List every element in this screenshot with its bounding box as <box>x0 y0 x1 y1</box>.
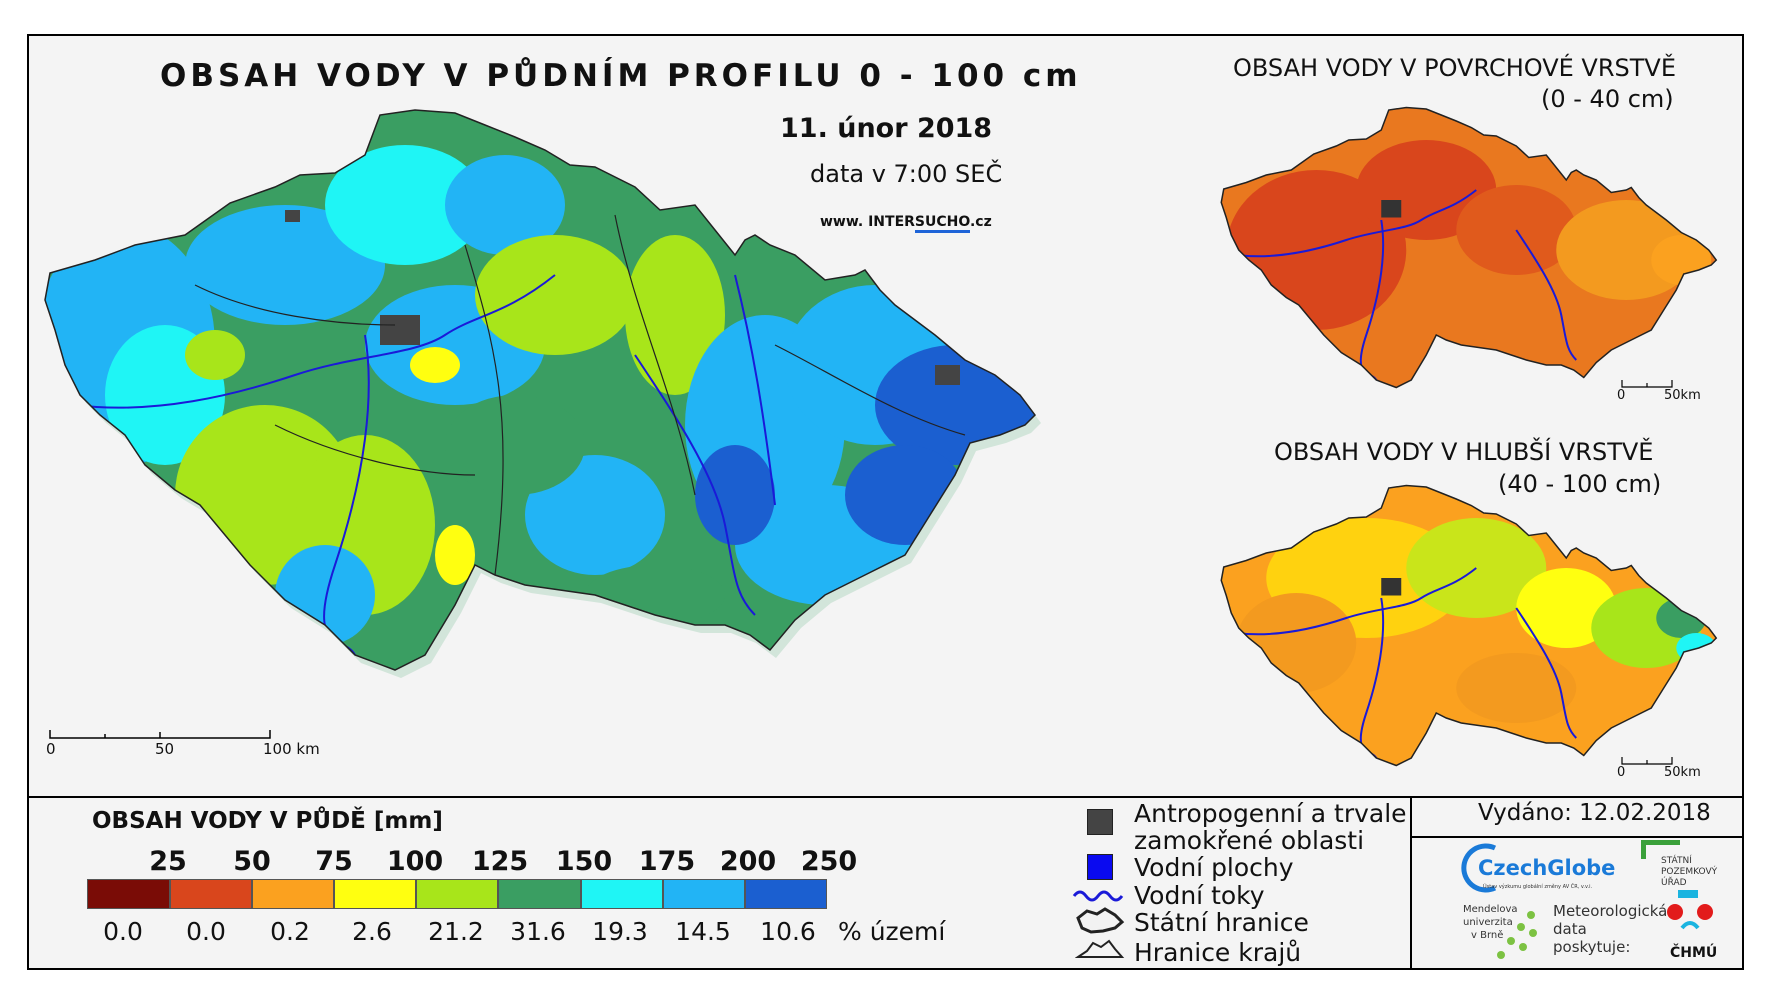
data-provider-line3: poskytuje: <box>1553 938 1631 956</box>
inset-deep-subtitle: (40 - 100 cm) <box>1498 470 1662 498</box>
legend-percent-7: 19.3 <box>592 917 648 946</box>
data-provider-line2: data <box>1553 920 1587 938</box>
legend-percent-unit: % území <box>838 917 946 946</box>
czechglobe-logo-text: CzechGlobe <box>1478 856 1616 880</box>
website-link[interactable]: www. INTERSUCHO.cz <box>820 214 992 233</box>
mendel-logo-icon <box>1497 911 1537 959</box>
key-state-border: Státní hranice <box>1134 908 1309 937</box>
inset-deep-scale-bar <box>1621 757 1673 765</box>
legend-break-100: 100 <box>386 846 444 877</box>
website-prefix: www. INTER <box>820 214 915 230</box>
main-soil-moisture-map <box>44 109 1041 678</box>
inset-surface-scale-0: 0 <box>1617 388 1626 403</box>
legend-percent-4: 2.6 <box>352 917 392 946</box>
mendel-logo-line1: Mendelova <box>1463 904 1518 915</box>
legend-swatch-1 <box>87 879 170 909</box>
key-rivers: Vodní toky <box>1134 881 1265 910</box>
website-suffix: .cz <box>969 214 992 230</box>
chmu-logo-icon <box>1667 890 1713 930</box>
inset-surface-map <box>1220 106 1718 389</box>
legend-percent-9: 10.6 <box>760 917 816 946</box>
main-scale-label-50: 50 <box>155 740 175 758</box>
issued-date: Vydáno: 12.02.2018 <box>1478 800 1711 826</box>
legend-break-75: 75 <box>315 846 353 877</box>
chmu-logo-text: ČHMÚ <box>1670 945 1718 961</box>
legend-break-150: 150 <box>555 846 613 877</box>
inset-deep-scale-50: 50km <box>1664 765 1701 780</box>
website-highlight: SUCHO <box>914 214 970 233</box>
key-anthropogenic-line1: Antropogenní a trvale <box>1134 799 1407 828</box>
czechglobe-logo-icon <box>1461 843 1497 893</box>
main-scale-label-0: 0 <box>46 740 56 758</box>
state-border-icon <box>1076 907 1125 934</box>
anthropogenic-area-swatch <box>1087 809 1113 835</box>
legend-percent-1: 0.0 <box>103 917 143 946</box>
key-water-bodies: Vodní plochy <box>1134 853 1294 882</box>
spu-logo-icon <box>1641 840 1680 859</box>
water-body-swatch <box>1087 854 1113 880</box>
legend-percent-8: 14.5 <box>675 917 731 946</box>
key-anthropogenic-line2: zamokřené oblasti <box>1134 826 1365 855</box>
legend-swatch-3 <box>252 879 334 909</box>
mendel-logo-line3: v Brně <box>1471 930 1504 941</box>
mendel-logo-line2: univerzita <box>1463 917 1513 928</box>
legend-title: OBSAH VODY V PŮDĚ [mm] <box>92 808 443 834</box>
map-title: OBSAH VODY V PŮDNÍM PROFILU 0 - 100 cm <box>160 58 1082 94</box>
inset-deep-scale-0: 0 <box>1617 765 1626 780</box>
inset-deep-map <box>1220 484 1718 767</box>
legend-swatch-7 <box>581 879 663 909</box>
legend-divider-right <box>1410 796 1412 970</box>
legend-swatch-9 <box>745 879 827 909</box>
inset-surface-subtitle: (0 - 40 cm) <box>1541 85 1674 113</box>
legend-swatch-8 <box>663 879 745 909</box>
legend-break-125: 125 <box>471 846 529 877</box>
key-region-border: Hranice krajů <box>1134 938 1302 967</box>
spu-logo-line1: STÁTNÍ <box>1661 856 1692 866</box>
main-scale-label-100: 100 km <box>263 740 320 758</box>
legend-swatch-2 <box>170 879 252 909</box>
legend-panel <box>27 796 1744 970</box>
spu-logo-line3: ÚŘAD <box>1661 878 1687 888</box>
legend-percent-2: 0.0 <box>186 917 226 946</box>
data-time: data v 7:00 SEČ <box>810 160 1003 188</box>
czechglobe-logo-subtitle: Ústav výzkumu globální změny AV ČR, v.v.… <box>1483 884 1593 890</box>
inset-surface-title: OBSAH VODY V POVRCHOVÉ VRSTVĚ <box>1233 54 1676 82</box>
river-line-icon <box>1072 890 1124 902</box>
inset-surface-scale-50: 50km <box>1664 388 1701 403</box>
legend-swatch-4 <box>334 879 416 909</box>
legend-break-50: 50 <box>233 846 271 877</box>
map-date: 11. únor 2018 <box>780 113 993 144</box>
spu-logo-line2: POZEMKOVÝ <box>1661 867 1718 877</box>
legend-break-200: 200 <box>719 846 777 877</box>
legend-swatch-5 <box>416 879 498 909</box>
legend-percent-6: 31.6 <box>510 917 566 946</box>
legend-break-250: 250 <box>800 846 858 877</box>
legend-break-175: 175 <box>638 846 696 877</box>
legend-percent-5: 21.2 <box>428 917 484 946</box>
inset-deep-title: OBSAH VODY V HLUBŠÍ VRSTVĚ <box>1274 438 1654 466</box>
inset-surface-scale-bar <box>1621 380 1673 388</box>
issued-divider <box>1410 836 1744 838</box>
data-provider-line1: Meteorologická <box>1553 902 1668 920</box>
legend-percent-3: 0.2 <box>270 917 310 946</box>
main-scale-bar <box>49 730 271 739</box>
legend-break-25: 25 <box>149 846 187 877</box>
region-border-icon <box>1075 939 1125 958</box>
legend-swatch-6 <box>498 879 581 909</box>
